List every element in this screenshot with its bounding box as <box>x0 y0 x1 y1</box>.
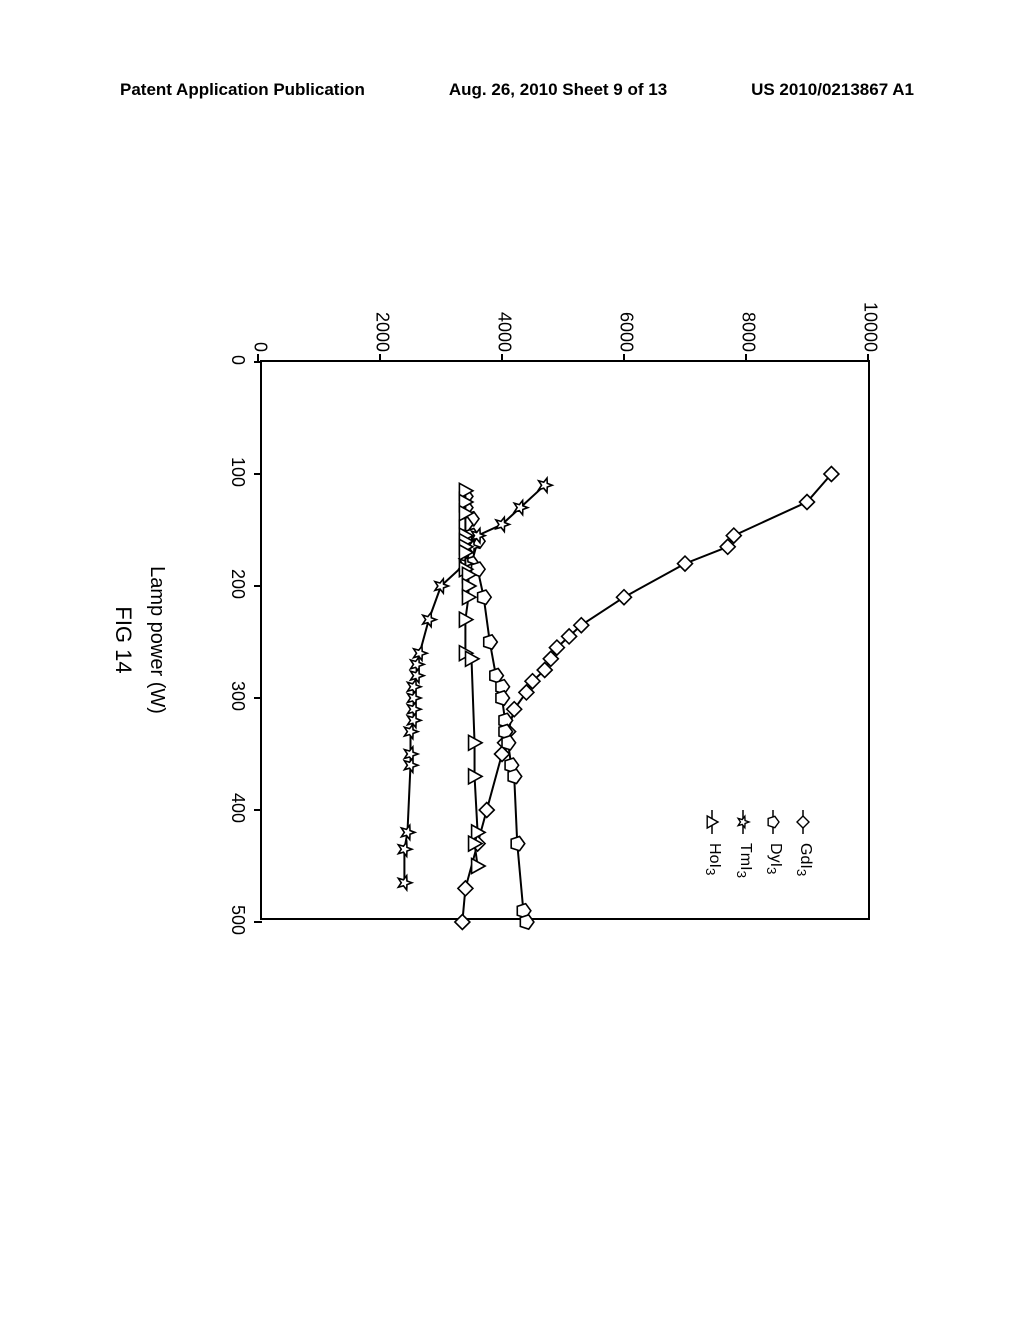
marker-GdI3 <box>458 881 473 896</box>
marker-TmI3 <box>404 758 418 772</box>
x-tick: 100 <box>227 457 248 487</box>
legend-item-HoI3: HoI3 <box>697 807 727 878</box>
legend-label: DyI3 <box>758 843 788 874</box>
x-tick: 200 <box>227 569 248 599</box>
y-tick: 6000 <box>616 292 637 352</box>
legend-label: HoI3 <box>697 843 727 875</box>
x-tick: 0 <box>227 355 248 365</box>
marker-GdI3 <box>455 915 470 930</box>
header-right: US 2010/0213867 A1 <box>751 80 914 100</box>
legend-item-DyI3: DyI3 <box>758 807 788 878</box>
y-tick: 8000 <box>738 292 759 352</box>
marker-TmI3 <box>411 668 425 682</box>
marker-GdI3 <box>479 803 494 818</box>
marker-TmI3 <box>407 713 421 727</box>
marker-DyI3 <box>496 691 510 705</box>
marker-TmI3 <box>414 646 428 660</box>
chart-container: Color temperature (K) Lamp power (W) FIG… <box>120 270 900 1010</box>
y-tick: 10000 <box>860 292 881 352</box>
marker-DyI3 <box>511 836 525 850</box>
x-tick: 300 <box>227 681 248 711</box>
header-center: Aug. 26, 2010 Sheet 9 of 13 <box>449 80 667 100</box>
y-tick: 0 <box>250 292 271 352</box>
y-tick: 2000 <box>372 292 393 352</box>
x-tick: 400 <box>227 793 248 823</box>
marker-TmI3 <box>398 876 412 890</box>
marker-GdI3 <box>617 590 632 605</box>
marker-DyI3 <box>508 769 522 783</box>
marker-TmI3 <box>398 842 412 856</box>
y-tick: 4000 <box>494 292 515 352</box>
legend-item-GdI3: GdI3 <box>788 807 818 878</box>
x-tick: 500 <box>227 905 248 935</box>
marker-GdI3 <box>678 556 693 571</box>
marker-DyI3 <box>478 590 492 604</box>
legend-item-TmI3: TmI3 <box>727 807 757 878</box>
marker-DyI3 <box>484 635 498 649</box>
marker-TmI3 <box>423 612 437 626</box>
plot-area: GdI3DyI3TmI3HoI3 <box>260 360 870 920</box>
legend-label: TmI3 <box>727 843 757 878</box>
marker-DyI3 <box>520 915 534 929</box>
figure-label: FIG 14 <box>110 606 136 673</box>
marker-DyI3 <box>502 736 516 750</box>
x-axis-label: Lamp power (W) <box>145 566 168 714</box>
legend-label: GdI3 <box>788 843 818 876</box>
page-header: Patent Application Publication Aug. 26, … <box>0 80 1024 100</box>
header-left: Patent Application Publication <box>120 80 365 100</box>
legend: GdI3DyI3TmI3HoI3 <box>697 807 818 878</box>
marker-HoI3 <box>472 859 486 874</box>
marker-TmI3 <box>401 825 415 839</box>
